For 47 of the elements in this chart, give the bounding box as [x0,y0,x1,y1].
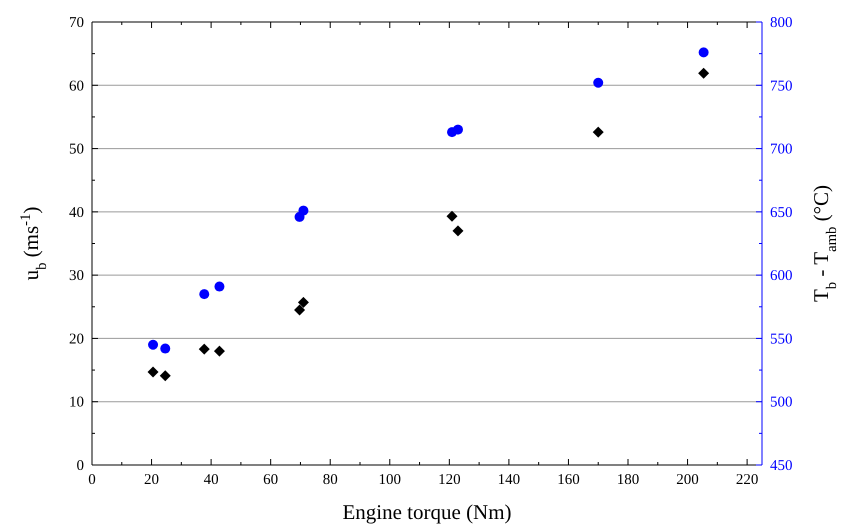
point [298,296,309,308]
y-tick-label: 30 [69,268,84,284]
point [160,344,170,354]
y-tick-label: 60 [69,78,84,94]
y2-tick-label: 800 [770,15,792,31]
x-tick-label: 120 [438,472,461,488]
x-tick-label: 80 [322,472,338,488]
y2-tick-label: 700 [770,142,792,158]
y2-tick-label: 600 [770,268,792,284]
point [160,370,171,382]
point [148,340,158,350]
point [294,304,306,316]
point [452,124,463,135]
y-tick-label: 20 [69,331,84,348]
x-tick-label: 20 [144,472,160,488]
point [452,225,464,236]
point [199,289,210,300]
x-tick-label: 0 [88,472,96,488]
y-tick-label: 70 [69,15,84,31]
x-axis-title: Engine torque (Nm) [342,500,512,524]
y2-tick-label: 650 [770,204,792,221]
x-tick-label: 60 [263,472,278,488]
point [593,78,604,88]
x-tick-label: 200 [676,472,699,488]
point [214,346,225,357]
point [198,344,210,355]
point [698,47,709,58]
y-tick-label: 40 [69,204,84,221]
x-tick-label: 220 [736,472,758,488]
x-tick-label: 140 [498,472,520,488]
y-tick-label: 10 [69,394,84,411]
y2-tick-label: 550 [770,331,792,348]
y-tick-label: 50 [69,142,84,158]
point [148,366,159,378]
point [698,68,710,79]
y-tick-label: 0 [76,458,84,474]
point [592,126,604,138]
point [214,282,224,292]
x-tick-label: 160 [557,472,580,488]
y2-tick-label: 750 [770,78,792,94]
point [446,210,458,222]
y2-tick-label: 450 [770,458,792,474]
x-tick-label: 180 [616,472,640,488]
x-tick-label: 40 [204,472,219,488]
y2-tick-label: 500 [770,394,792,411]
x-tick-label: 100 [378,472,402,488]
point [298,206,308,216]
